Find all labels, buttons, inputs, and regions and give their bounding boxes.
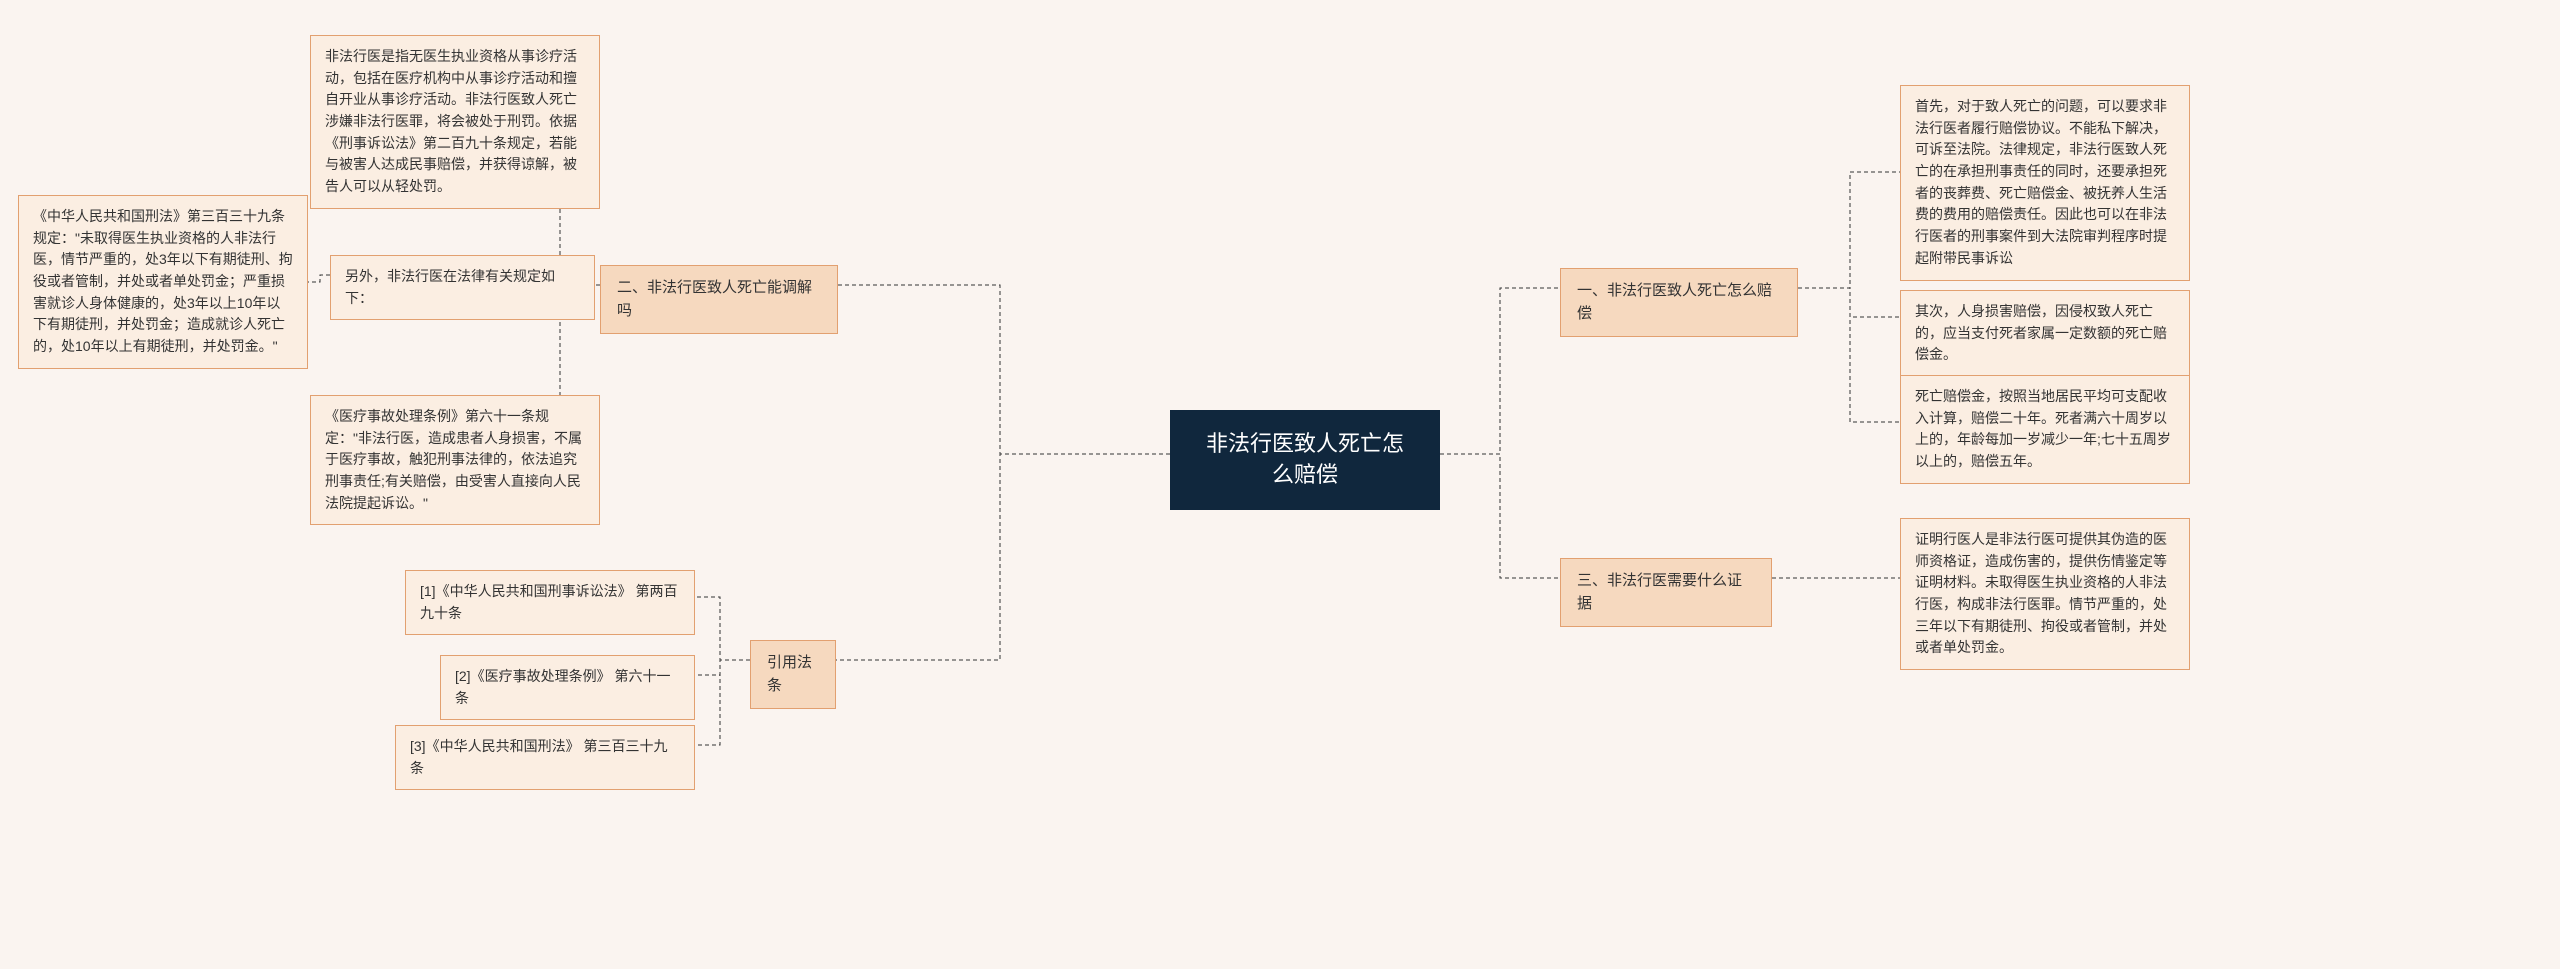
branch-evidence: 三、非法行医需要什么证据: [1560, 558, 1772, 627]
leaf-mediation-1: 非法行医是指无医生执业资格从事诊疗活动，包括在医疗机构中从事诊疗活动和擅自开业从…: [310, 35, 600, 209]
leaf-citation-2: [2]《医疗事故处理条例》 第六十一条: [440, 655, 695, 720]
leaf-compensation-1: 首先，对于致人死亡的问题，可以要求非法行医者履行赔偿协议。不能私下解决，可诉至法…: [1900, 85, 2190, 281]
branch-citations: 引用法条: [750, 640, 836, 709]
leaf-mediation-2: 另外，非法行医在法律有关规定如下：: [330, 255, 595, 320]
leaf-mediation-3: 《医疗事故处理条例》第六十一条规定："非法行医，造成患者人身损害，不属于医疗事故…: [310, 395, 600, 525]
branch-mediation: 二、非法行医致人死亡能调解吗: [600, 265, 838, 334]
leaf-evidence-1: 证明行医人是非法行医可提供其伪造的医师资格证，造成伤害的，提供伤情鉴定等证明材料…: [1900, 518, 2190, 670]
leaf-mediation-2-nested: 《中华人民共和国刑法》第三百三十九条规定："未取得医生执业资格的人非法行医，情节…: [18, 195, 308, 369]
leaf-compensation-3: 死亡赔偿金，按照当地居民平均可支配收入计算，赔偿二十年。死者满六十周岁以上的，年…: [1900, 375, 2190, 484]
leaf-citation-3: [3]《中华人民共和国刑法》 第三百三十九条: [395, 725, 695, 790]
leaf-citation-1: [1]《中华人民共和国刑事诉讼法》 第两百九十条: [405, 570, 695, 635]
leaf-compensation-2: 其次，人身损害赔偿，因侵权致人死亡的，应当支付死者家属一定数额的死亡赔偿金。: [1900, 290, 2190, 377]
root-node: 非法行医致人死亡怎么赔偿: [1170, 410, 1440, 510]
branch-compensation: 一、非法行医致人死亡怎么赔偿: [1560, 268, 1798, 337]
